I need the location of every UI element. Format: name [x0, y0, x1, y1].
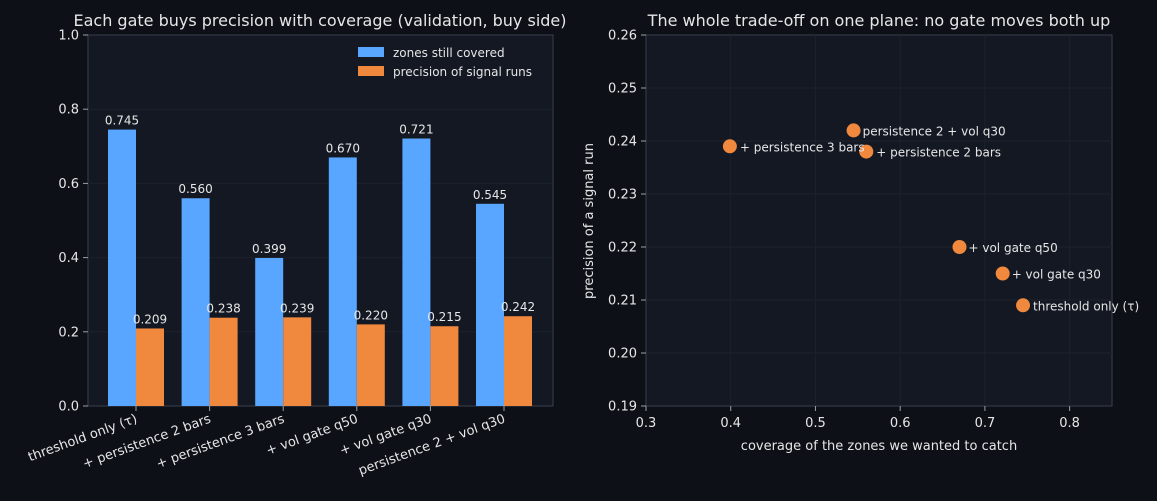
bar-y-tick-label: 1.0 [58, 29, 79, 44]
scatter-y-tick-label: 0.19 [608, 400, 637, 415]
bar-coverage [328, 157, 357, 406]
scatter-y-label: precision of a signal run [582, 143, 597, 299]
bar-precision [283, 317, 312, 406]
scatter-x-tick-label: 0.3 [636, 416, 657, 431]
bar-precision-value-label: 0.220 [354, 308, 388, 322]
bar-coverage-value-label: 0.560 [178, 182, 212, 196]
bar-precision [504, 316, 532, 406]
bar-precision-value-label: 0.209 [133, 312, 167, 326]
bar-marks: 0.745 0.209 0.560 0.238 0.399 0.239 0.670 0.220… [105, 114, 535, 407]
bar-y-tick-label: 0.2 [58, 325, 79, 340]
scatter-chart-title: The whole trade-off on one plane: no gat… [647, 11, 1111, 30]
scatter-x-tick-label: 0.8 [1059, 416, 1080, 431]
scatter-x-label: coverage of the zones we wanted to catch [741, 439, 1017, 454]
bar-coverage [255, 257, 284, 406]
scatter-point-label: persistence 2 + vol q30 [863, 124, 1006, 138]
scatter-y-tick-label: 0.22 [608, 241, 637, 256]
bar-y-tick-label: 0.8 [58, 103, 79, 118]
scatter-point-label: + persistence 2 bars [876, 146, 1001, 160]
scatter-point [952, 240, 967, 254]
legend-swatch-precision [358, 66, 384, 76]
scatter-x-axis: 0.3 0.4 0.5 0.6 0.7 0.8 [636, 406, 1080, 431]
scatter-point [846, 123, 861, 138]
bar-y-tick-label: 0.4 [58, 251, 79, 266]
scatter-y-axis: 0.19 0.20 0.21 0.22 0.23 0.24 0.25 0.26 [608, 29, 646, 415]
scatter-y-tick-label: 0.26 [608, 29, 637, 44]
bar-grid [88, 108, 553, 333]
bar-y-axis: 0.0 0.2 0.4 0.6 0.8 1.0 [58, 29, 88, 415]
bar-precision-value-label: 0.242 [501, 300, 535, 314]
bar-coverage [402, 138, 431, 406]
scatter-marks: threshold only (τ) + persistence 2 bars + … [722, 123, 1139, 313]
scatter-grid [646, 35, 1112, 406]
bar-coverage [476, 203, 504, 406]
scatter-x-tick-label: 0.5 [805, 416, 826, 431]
bar-precision [430, 326, 459, 406]
scatter-point [1016, 298, 1031, 313]
bar-coverage [181, 198, 210, 406]
bar-y-tick-label: 0.0 [58, 400, 79, 415]
scatter-x-tick-label: 0.6 [890, 416, 911, 431]
bar-chart-title: Each gate buys precision with coverage (… [73, 11, 566, 30]
bar-coverage-value-label: 0.721 [399, 123, 433, 137]
scatter-point [859, 144, 874, 159]
scatter-chart: The whole trade-off on one plane: no gat… [582, 11, 1139, 454]
bar-y-tick-label: 0.6 [58, 177, 79, 192]
scatter-point-label: + persistence 3 bars [740, 140, 865, 154]
scatter-y-tick-label: 0.23 [608, 188, 637, 203]
scatter-y-tick-label: 0.24 [608, 135, 637, 150]
scatter-point-label: + vol gate q30 [1012, 268, 1101, 282]
bar-precision-value-label: 0.215 [427, 310, 461, 324]
bar-coverage [108, 129, 136, 407]
bar-precision-value-label: 0.238 [206, 302, 240, 316]
scatter-point [722, 139, 737, 154]
legend-swatch-coverage [358, 47, 384, 57]
scatter-y-tick-label: 0.21 [608, 294, 637, 309]
bar-coverage-value-label: 0.745 [105, 114, 139, 128]
scatter-point [995, 266, 1010, 281]
bar-precision [209, 317, 238, 406]
scatter-point-label: threshold only (τ) [1033, 299, 1139, 313]
bar-legend: zones still covered precision of signal … [358, 46, 532, 79]
scatter-y-tick-label: 0.25 [608, 82, 637, 97]
scatter-x-tick-label: 0.7 [975, 416, 996, 431]
scatter-y-tick-label: 0.20 [608, 347, 637, 362]
bar-plot-area [87, 34, 554, 407]
scatter-plot-area [645, 34, 1113, 407]
legend-label-coverage: zones still covered [393, 46, 505, 60]
scatter-x-tick-label: 0.4 [720, 416, 741, 431]
legend-label-precision: precision of signal runs [393, 65, 532, 79]
bar-coverage-value-label: 0.670 [326, 141, 360, 155]
bar-precision [136, 328, 164, 406]
bar-precision-value-label: 0.239 [280, 301, 314, 315]
scatter-point-label: + vol gate q50 [968, 241, 1057, 255]
bar-coverage-value-label: 0.545 [473, 188, 507, 202]
bar-precision [356, 324, 385, 406]
bar-coverage-value-label: 0.399 [252, 242, 286, 256]
